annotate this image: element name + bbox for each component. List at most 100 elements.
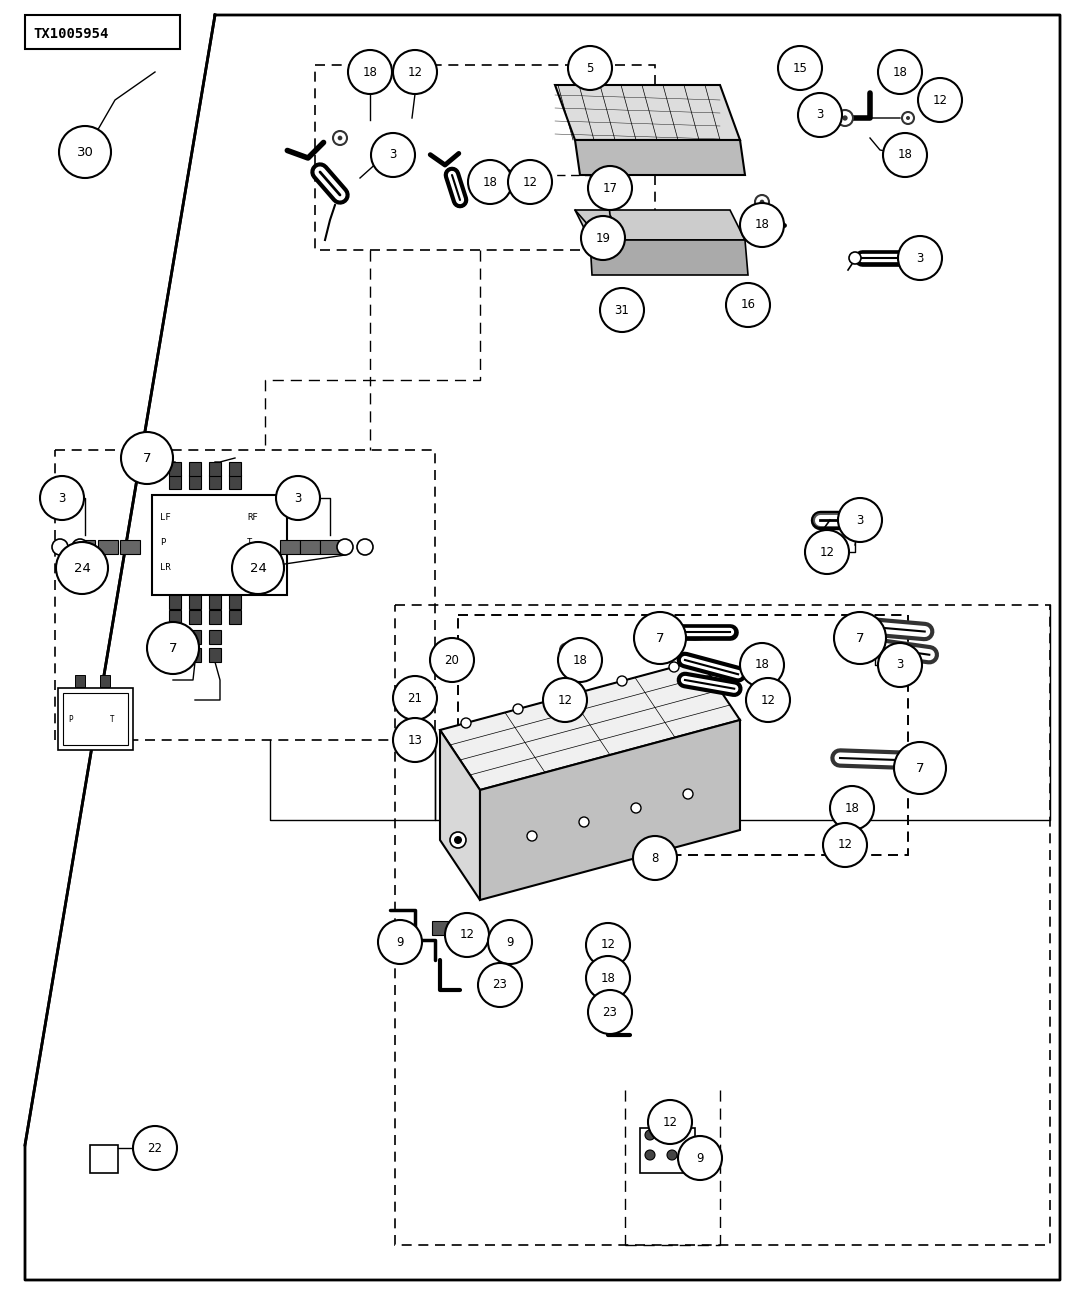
Text: 18: 18 [892, 66, 907, 79]
Circle shape [147, 622, 199, 673]
Circle shape [878, 51, 922, 95]
Bar [188, 594, 201, 609]
Circle shape [849, 253, 861, 264]
Bar [472, 929, 488, 943]
Text: 7: 7 [169, 641, 177, 654]
Bar [120, 540, 140, 554]
Circle shape [603, 175, 614, 185]
Circle shape [645, 1150, 655, 1160]
Circle shape [746, 679, 790, 723]
Circle shape [564, 693, 569, 697]
Text: T: T [110, 715, 115, 724]
Text: 3: 3 [896, 658, 904, 672]
Text: 12: 12 [558, 694, 573, 707]
Bar [458, 615, 908, 855]
Polygon shape [575, 210, 745, 240]
Text: T: T [247, 537, 253, 546]
Text: 5: 5 [586, 61, 593, 75]
Circle shape [878, 644, 922, 688]
Circle shape [678, 1136, 722, 1180]
Circle shape [805, 545, 819, 559]
Circle shape [600, 287, 644, 332]
Circle shape [357, 539, 373, 556]
Circle shape [605, 935, 610, 941]
Text: 30: 30 [76, 145, 93, 158]
Bar [280, 540, 300, 554]
Text: 12: 12 [838, 838, 853, 852]
Bar [55, 449, 435, 739]
Circle shape [56, 543, 108, 594]
Circle shape [414, 695, 422, 704]
Bar [169, 462, 181, 477]
Circle shape [902, 111, 914, 124]
Text: 22: 22 [148, 1141, 163, 1155]
Text: 8: 8 [651, 852, 659, 865]
Circle shape [40, 477, 84, 521]
Bar [458, 615, 908, 855]
Bar [229, 610, 241, 624]
Text: P: P [160, 537, 165, 546]
Text: 31: 31 [615, 303, 630, 316]
Text: RR: RR [247, 563, 258, 572]
Circle shape [601, 965, 615, 979]
Circle shape [894, 742, 946, 794]
Circle shape [393, 676, 437, 720]
Circle shape [568, 47, 612, 89]
Circle shape [558, 638, 602, 682]
Bar [209, 462, 221, 477]
Circle shape [726, 284, 770, 328]
Circle shape [683, 789, 693, 799]
Circle shape [595, 231, 610, 245]
Circle shape [838, 110, 853, 126]
Circle shape [647, 852, 653, 859]
Circle shape [348, 51, 392, 95]
Circle shape [461, 717, 471, 728]
Circle shape [838, 499, 883, 543]
Circle shape [740, 203, 784, 247]
Circle shape [468, 161, 512, 205]
Bar [640, 1128, 695, 1173]
Circle shape [830, 786, 874, 830]
Circle shape [634, 613, 687, 664]
Circle shape [337, 539, 353, 556]
Circle shape [600, 234, 606, 241]
Bar [209, 594, 221, 609]
Circle shape [667, 1131, 677, 1140]
Circle shape [834, 613, 886, 664]
Circle shape [451, 653, 465, 667]
Circle shape [439, 653, 453, 667]
Circle shape [740, 644, 784, 688]
Bar [229, 594, 241, 609]
Circle shape [121, 433, 174, 484]
Text: 12: 12 [933, 93, 948, 106]
Text: 18: 18 [483, 176, 497, 189]
Text: 18: 18 [755, 219, 769, 232]
Circle shape [846, 805, 850, 811]
Circle shape [897, 236, 942, 280]
Text: 18: 18 [601, 971, 616, 984]
Text: 7: 7 [856, 632, 864, 645]
Text: 18: 18 [755, 658, 769, 672]
Text: 21: 21 [407, 692, 422, 704]
Bar [188, 475, 201, 490]
Circle shape [840, 838, 844, 842]
Bar [452, 925, 468, 939]
Circle shape [778, 47, 823, 89]
Circle shape [755, 196, 769, 208]
Circle shape [450, 831, 466, 848]
Bar [209, 648, 221, 662]
Text: 12: 12 [819, 545, 834, 558]
Circle shape [564, 648, 569, 653]
Circle shape [571, 689, 584, 702]
Circle shape [378, 919, 422, 963]
Circle shape [575, 648, 579, 653]
Text: 3: 3 [857, 514, 863, 527]
Bar [315, 65, 655, 250]
Text: LF: LF [160, 513, 170, 522]
Text: 18: 18 [363, 66, 377, 79]
Circle shape [842, 115, 847, 120]
Text: 9: 9 [507, 935, 514, 948]
Bar [188, 648, 201, 662]
Text: 18: 18 [897, 149, 912, 162]
Bar [188, 610, 201, 624]
